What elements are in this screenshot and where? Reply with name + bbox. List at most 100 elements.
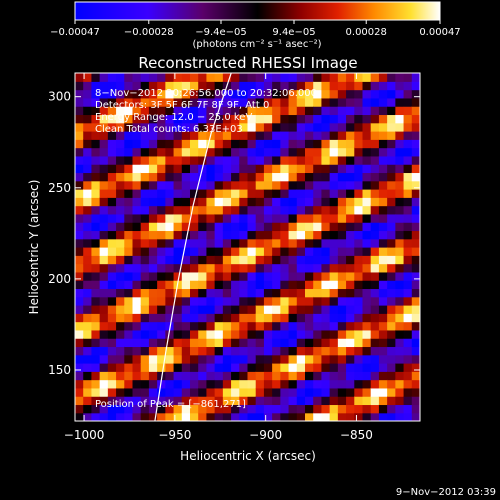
heatmap-cell xyxy=(132,280,142,290)
heatmap-cell xyxy=(378,131,388,140)
heatmap-cell xyxy=(247,280,257,290)
heatmap-cell xyxy=(378,205,388,215)
heatmap-cell xyxy=(165,155,175,165)
heatmap-cell xyxy=(91,213,101,223)
heatmap-cell xyxy=(370,222,380,232)
heatmap-cell xyxy=(83,131,93,140)
heatmap-cell xyxy=(83,139,93,149)
heatmap-cell xyxy=(362,222,372,232)
heatmap-cell xyxy=(255,288,265,298)
heatmap-cell xyxy=(288,89,298,99)
heatmap-cell xyxy=(321,213,331,223)
heatmap-cell xyxy=(91,114,101,124)
heatmap-cell xyxy=(181,106,191,116)
heatmap-cell xyxy=(387,238,396,248)
heatmap-cell xyxy=(83,255,93,265)
heatmap-cell xyxy=(403,213,413,223)
heatmap-cell xyxy=(329,172,339,182)
heatmap-cell xyxy=(305,396,314,406)
heatmap-cell xyxy=(272,213,281,223)
heatmap-cell xyxy=(272,230,281,240)
heatmap-cell xyxy=(411,247,420,256)
heatmap-cell xyxy=(181,97,191,107)
heatmap-cell xyxy=(329,230,339,240)
heatmap-cell xyxy=(190,371,199,381)
heatmap-cell xyxy=(255,263,265,273)
heatmap-cell xyxy=(354,247,364,256)
heatmap-cell xyxy=(99,329,109,339)
heatmap-cell xyxy=(181,189,191,198)
heatmap-cell xyxy=(222,238,232,248)
heatmap-cell xyxy=(280,280,290,290)
heatmap-cell xyxy=(354,122,364,132)
heatmap-cell xyxy=(173,354,183,364)
heatmap-cell xyxy=(395,81,405,91)
heatmap-cell xyxy=(198,280,208,290)
heatmap-cell xyxy=(321,263,331,273)
heatmap-cell xyxy=(157,131,166,140)
heatmap-cell xyxy=(198,180,208,190)
heatmap-cell xyxy=(321,89,331,99)
heatmap-cell xyxy=(378,329,388,339)
heatmap-cell xyxy=(198,371,208,381)
heatmap-cell xyxy=(247,147,257,157)
heatmap-cell xyxy=(124,255,134,265)
heatmap-cell xyxy=(165,222,175,232)
heatmap-cell xyxy=(411,164,420,174)
heatmap-cell xyxy=(107,412,117,421)
heatmap-cell xyxy=(378,139,388,149)
heatmap-cell xyxy=(124,404,134,414)
heatmap-cell xyxy=(239,371,249,381)
colorbar-gradient xyxy=(75,2,440,20)
heatmap-cell xyxy=(263,305,273,314)
heatmap-cell xyxy=(173,247,183,256)
heatmap-cell xyxy=(239,238,249,248)
heatmap-cell xyxy=(198,379,208,389)
heatmap-cell xyxy=(403,329,413,339)
heatmap-cell xyxy=(83,89,93,99)
heatmap-cell xyxy=(255,155,265,165)
heatmap-cell xyxy=(255,387,265,397)
heatmap-cell xyxy=(132,197,142,207)
heatmap-cell xyxy=(263,329,273,339)
heatmap-cell xyxy=(288,147,298,157)
heatmap-cell xyxy=(247,396,257,406)
heatmap-cell xyxy=(362,155,372,165)
heatmap-cell xyxy=(239,205,249,215)
heatmap-cell xyxy=(387,222,396,232)
heatmap-cell xyxy=(305,412,314,421)
heatmap-cell xyxy=(206,122,216,132)
heatmap-cell xyxy=(296,288,306,298)
heatmap-cell xyxy=(116,247,125,256)
heatmap-cell xyxy=(222,97,232,107)
heatmap-cell xyxy=(288,197,298,207)
heatmap-cell xyxy=(231,122,240,132)
heatmap-cell xyxy=(239,321,249,331)
heatmap-cell xyxy=(411,197,420,207)
heatmap-cell xyxy=(305,97,314,107)
heatmap-cell xyxy=(157,255,166,265)
heatmap-cell xyxy=(411,89,420,99)
heatmap-cell xyxy=(99,238,109,248)
heatmap-cell xyxy=(337,404,347,414)
heatmap-cell xyxy=(387,346,396,356)
heatmap-cell xyxy=(305,89,314,99)
heatmap-cell xyxy=(91,338,101,348)
heatmap-cell xyxy=(198,106,208,116)
heatmap-cell xyxy=(124,189,134,198)
heatmap-cell xyxy=(222,280,232,290)
heatmap-cell xyxy=(362,263,372,273)
heatmap-cell xyxy=(157,114,166,124)
heatmap-cell xyxy=(272,106,281,116)
heatmap-cell xyxy=(321,97,331,107)
heatmap-cell xyxy=(222,205,232,215)
heatmap-cell xyxy=(296,106,306,116)
heatmap-cell xyxy=(378,379,388,389)
heatmap-cell xyxy=(321,354,331,364)
heatmap-cell xyxy=(165,189,175,198)
heatmap-cell xyxy=(255,271,265,281)
heatmap-cell xyxy=(173,346,183,356)
colorbar-tick-label: −0.00028 xyxy=(124,27,174,38)
heatmap-cell xyxy=(411,139,420,149)
heatmap-cell xyxy=(140,155,150,165)
